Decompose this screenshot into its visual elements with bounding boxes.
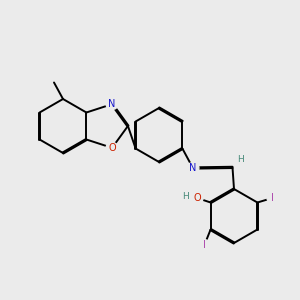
Ellipse shape bbox=[199, 240, 210, 249]
Text: H: H bbox=[238, 154, 244, 164]
Ellipse shape bbox=[106, 142, 118, 153]
Text: O: O bbox=[193, 193, 201, 203]
Text: N: N bbox=[108, 99, 116, 109]
Ellipse shape bbox=[267, 193, 278, 203]
Text: N: N bbox=[189, 163, 197, 173]
Text: O: O bbox=[108, 143, 116, 153]
Text: I: I bbox=[271, 193, 274, 203]
Ellipse shape bbox=[187, 163, 199, 173]
Ellipse shape bbox=[106, 99, 118, 110]
Ellipse shape bbox=[191, 193, 203, 203]
Text: H: H bbox=[182, 192, 189, 201]
Text: I: I bbox=[203, 239, 206, 250]
